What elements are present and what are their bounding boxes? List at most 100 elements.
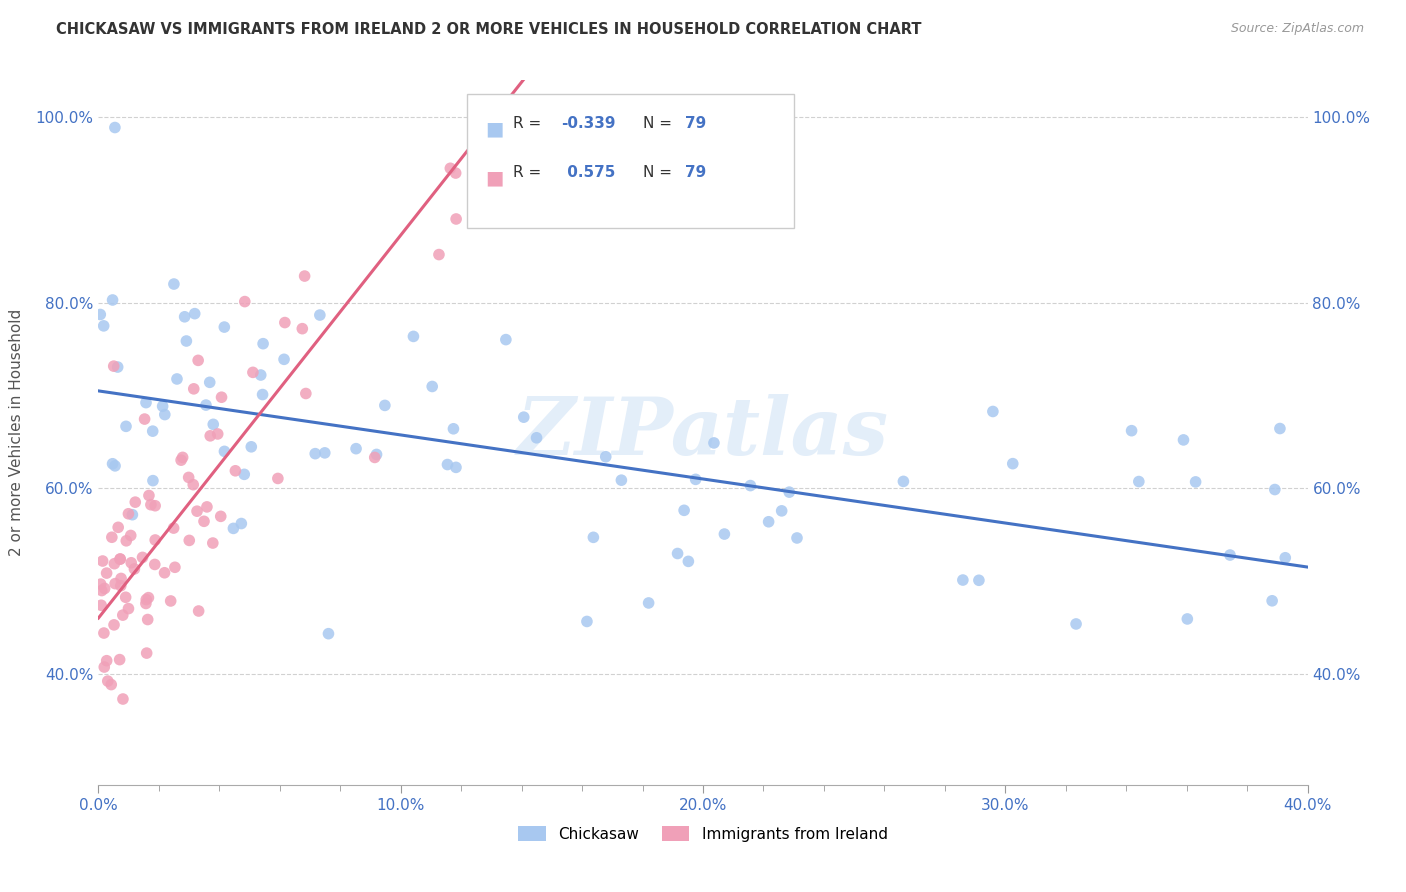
Point	[181, 477, 204, 491]
Point	[1121, 424, 1143, 438]
Point	[1184, 475, 1206, 489]
Point	[194, 398, 217, 412]
Point	[96, 654, 118, 668]
Point	[90, 583, 112, 598]
Text: ZIPatlas: ZIPatlas	[517, 394, 889, 471]
Point	[115, 419, 138, 434]
Legend: Chickasaw, Immigrants from Ireland: Chickasaw, Immigrants from Ireland	[512, 820, 894, 847]
Point	[93, 660, 115, 674]
Point	[304, 447, 326, 461]
Point	[108, 652, 131, 666]
Point	[249, 368, 271, 382]
Point	[108, 552, 131, 566]
Point	[124, 562, 146, 576]
Point	[273, 352, 295, 367]
Point	[163, 277, 186, 291]
Point	[786, 531, 808, 545]
Point	[295, 386, 318, 401]
Point	[308, 308, 330, 322]
Point	[135, 597, 157, 611]
Point	[138, 488, 160, 502]
Point	[166, 372, 188, 386]
Point	[111, 692, 134, 706]
Point	[1173, 433, 1195, 447]
Text: 0.575: 0.575	[561, 165, 614, 180]
Point	[1001, 457, 1024, 471]
Point	[120, 556, 142, 570]
Point	[893, 475, 915, 489]
Point	[172, 450, 194, 465]
Point	[202, 417, 225, 432]
Point	[1219, 548, 1241, 562]
Point	[436, 458, 458, 472]
Point	[610, 473, 633, 487]
Point	[101, 530, 124, 544]
Point	[117, 507, 139, 521]
Point	[142, 474, 165, 488]
Point	[503, 101, 526, 115]
Point	[100, 677, 122, 691]
Text: R =: R =	[513, 165, 551, 180]
Point	[444, 166, 467, 180]
Point	[139, 498, 162, 512]
Point	[90, 577, 112, 591]
Text: ■: ■	[485, 119, 503, 138]
Y-axis label: 2 or more Vehicles in Household: 2 or more Vehicles in Household	[10, 309, 24, 557]
Point	[678, 554, 700, 568]
Point	[183, 382, 205, 396]
Point	[1261, 594, 1284, 608]
Point	[135, 395, 157, 409]
Point	[136, 613, 159, 627]
Point	[193, 514, 215, 528]
Text: CHICKASAW VS IMMIGRANTS FROM IRELAND 2 OR MORE VEHICLES IN HOUSEHOLD CORRELATION: CHICKASAW VS IMMIGRANTS FROM IRELAND 2 O…	[56, 22, 922, 37]
Point	[195, 500, 218, 514]
Point	[673, 503, 696, 517]
Point	[366, 447, 388, 461]
Point	[134, 412, 156, 426]
Point	[318, 626, 340, 640]
Point	[104, 576, 127, 591]
Point	[103, 557, 125, 571]
Point	[143, 558, 166, 572]
Point	[163, 560, 186, 574]
Point	[444, 211, 467, 226]
Point	[575, 615, 598, 629]
Point	[114, 591, 136, 605]
Point	[222, 521, 245, 535]
Point	[110, 571, 132, 585]
Point	[758, 515, 780, 529]
Point	[981, 404, 1004, 418]
Point	[439, 161, 461, 176]
Point	[89, 308, 111, 322]
Point	[402, 329, 425, 343]
Point	[740, 478, 762, 492]
Point	[685, 472, 707, 486]
Point	[143, 533, 166, 547]
Point	[713, 527, 735, 541]
Point	[176, 334, 198, 348]
Point	[103, 359, 125, 373]
Point	[107, 520, 129, 534]
Point	[420, 379, 443, 393]
Point	[142, 424, 165, 438]
Point	[526, 431, 548, 445]
Point	[115, 533, 138, 548]
Point	[294, 268, 316, 283]
Point	[1064, 617, 1087, 632]
Point	[96, 566, 118, 580]
Text: 79: 79	[685, 165, 706, 180]
Point	[778, 485, 800, 500]
Point	[1128, 475, 1150, 489]
Text: ■: ■	[485, 169, 503, 187]
Point	[177, 470, 200, 484]
Point	[252, 336, 274, 351]
Point	[209, 509, 232, 524]
Point	[444, 460, 467, 475]
Point	[135, 592, 157, 607]
Point	[201, 536, 224, 550]
Point	[117, 601, 139, 615]
Point	[344, 442, 367, 456]
Point	[252, 387, 274, 401]
Point	[364, 450, 387, 465]
Point	[513, 410, 536, 425]
